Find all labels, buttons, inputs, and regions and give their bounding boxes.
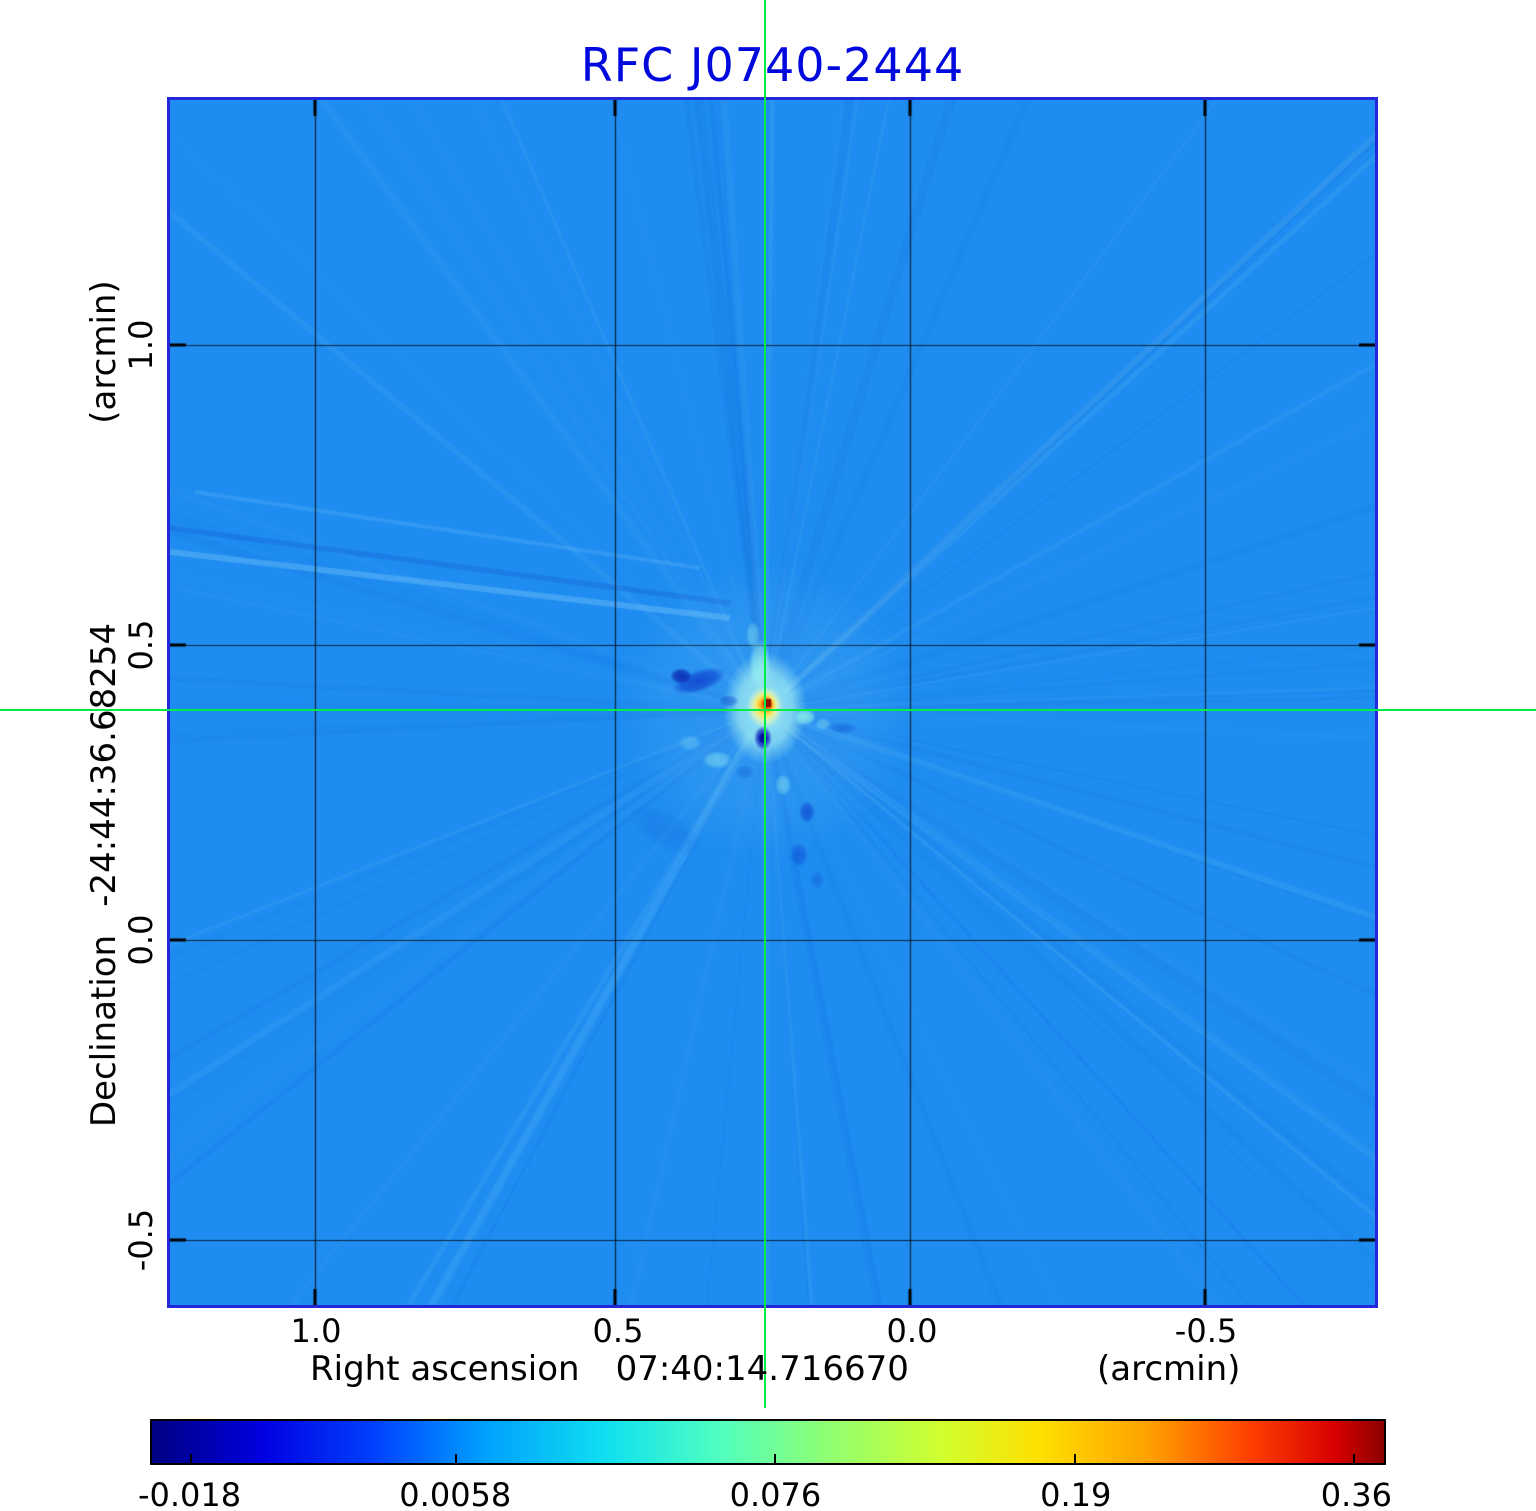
colorbar-tick-mark xyxy=(455,1454,458,1463)
y-axis-name: Declination xyxy=(84,934,124,1128)
colorbar-tick-label-mid: 0.076 xyxy=(729,1476,822,1511)
colorbar-tick-label-min: -0.018 xyxy=(137,1476,242,1511)
x-axis-name: Right ascension xyxy=(310,1349,580,1389)
plot-area xyxy=(167,97,1378,1308)
y-tick-label-1.0: 1.0 xyxy=(122,319,160,371)
colorbar-tick-label-2: 0.0058 xyxy=(399,1476,512,1511)
y-axis-unit: (arcmin) xyxy=(84,280,124,424)
y-tick-label-neg0.5: -0.5 xyxy=(122,1208,160,1272)
colorbar-tick-mark xyxy=(190,1454,193,1463)
colorbar-tick-mark xyxy=(774,1454,777,1463)
x-axis-unit: (arcmin) xyxy=(1097,1349,1241,1389)
x-tick-label-1.0: 1.0 xyxy=(290,1312,342,1350)
colorbar xyxy=(150,1419,1386,1465)
y-tick-label-0.5: 0.5 xyxy=(122,619,160,671)
figure-title: RFC J0740-2444 xyxy=(580,38,965,92)
y-tick-label-0.0: 0.0 xyxy=(122,914,160,966)
x-tick-label-neg0.5: -0.5 xyxy=(1174,1312,1238,1350)
y-axis-title: Declination -24:44:36.68254 xyxy=(84,623,124,1127)
radio-map-canvas xyxy=(170,100,1375,1305)
x-axis-title: Right ascension 07:40:14.716670 xyxy=(310,1349,909,1389)
crosshair-vertical-line xyxy=(764,0,766,1408)
x-axis-ra-value: 07:40:14.716670 xyxy=(615,1349,909,1389)
colorbar-labels: -0.018 0.0058 0.076 0.19 0.36 xyxy=(138,1476,1392,1511)
colorbar-tick-mark xyxy=(1073,1454,1076,1463)
x-tick-label-0.0: 0.0 xyxy=(886,1312,938,1350)
colorbar-tick-label-max: 0.36 xyxy=(1320,1476,1392,1511)
colorbar-tick-label-4: 0.19 xyxy=(1040,1476,1112,1511)
x-tick-label-0.5: 0.5 xyxy=(592,1312,644,1350)
y-axis-declination-value: -24:44:36.68254 xyxy=(84,622,124,907)
crosshair-horizontal-line xyxy=(0,709,1536,711)
colorbar-tick-mark xyxy=(1353,1454,1356,1463)
